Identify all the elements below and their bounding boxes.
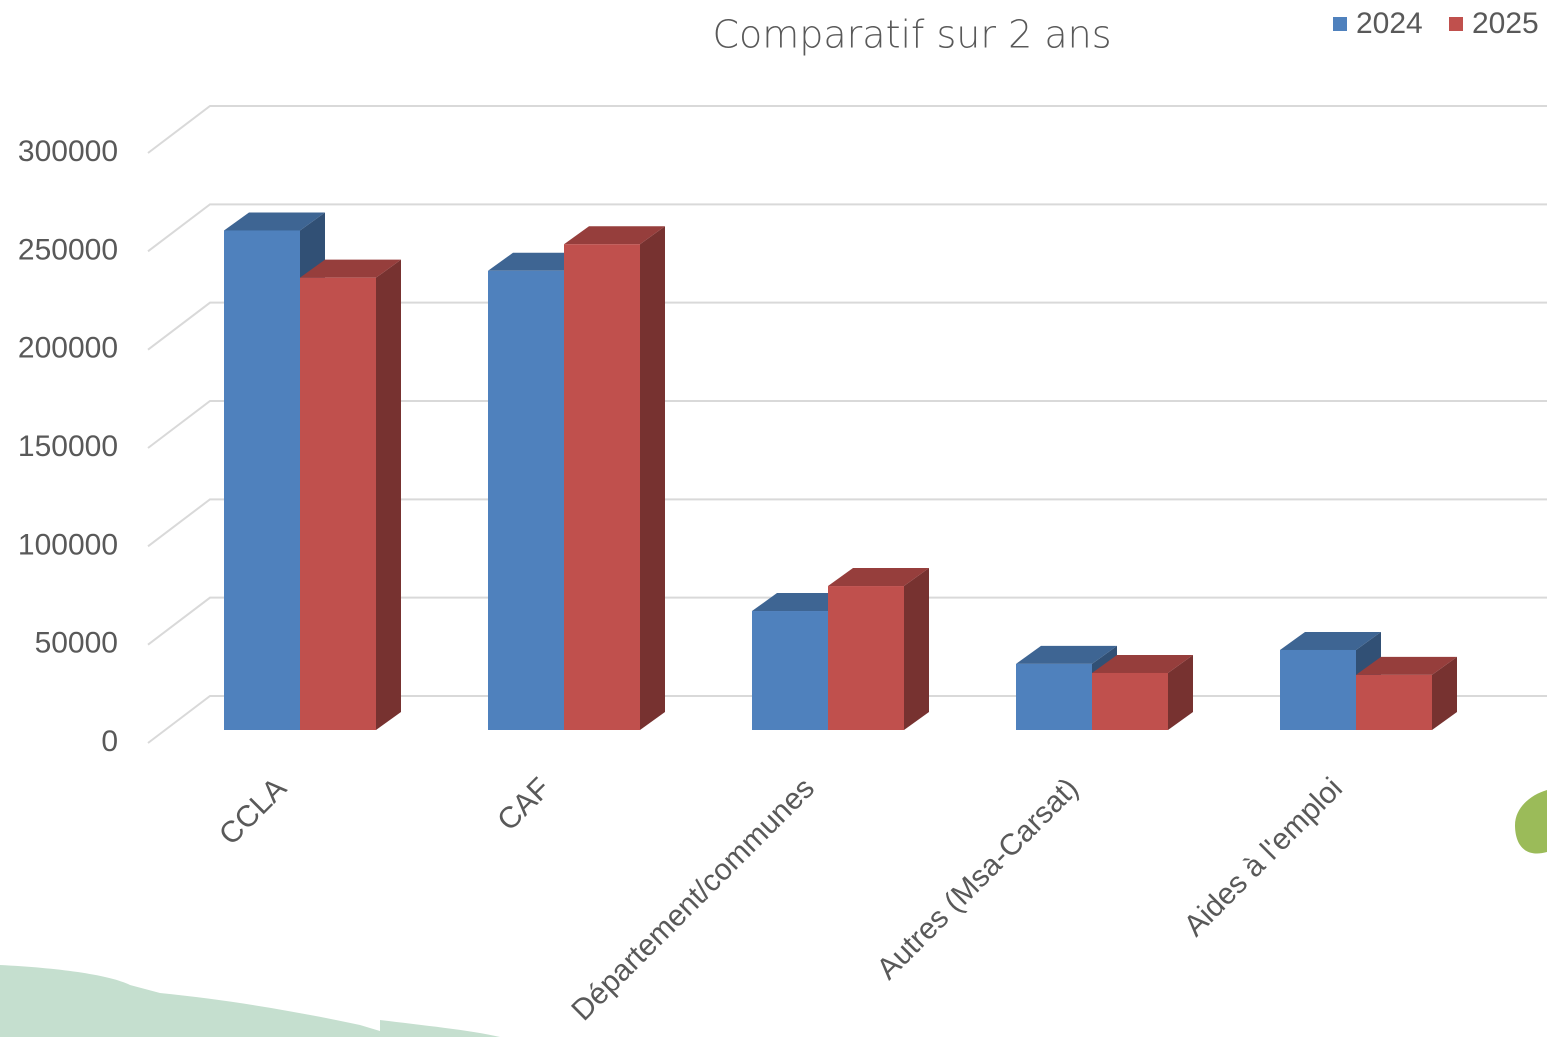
bar-front (564, 244, 640, 730)
bar-front (300, 278, 376, 730)
bar-front (1092, 673, 1168, 730)
bar (300, 260, 401, 730)
bar-front (1280, 650, 1356, 730)
chart: Comparatif sur 2 ans 0 50000 100000 150000 2… (0, 0, 1547, 1037)
x-tick-label: Aides à l'emploi (1178, 772, 1349, 943)
x-tick-label: CCLA (213, 772, 293, 852)
legend-label: 2025 (1472, 7, 1539, 40)
bar-side (904, 568, 929, 730)
x-tick-label: CAF (491, 772, 557, 838)
decor-shape (1515, 790, 1547, 853)
decor-shape (380, 1020, 500, 1037)
legend-swatch (1449, 17, 1463, 31)
bar (564, 226, 665, 730)
y-tick-label: 50000 (35, 627, 118, 660)
bar (1356, 657, 1457, 730)
chart-title: Comparatif sur 2 ans (712, 13, 1111, 57)
page: {"chart_data": {"type": "bar3d", "title"… (0, 0, 1547, 1037)
bar-front (488, 271, 564, 730)
y-tick-label: 100000 (18, 528, 118, 561)
y-tick-label: 200000 (18, 332, 118, 365)
grid-line (148, 204, 1547, 251)
bar (1092, 655, 1193, 730)
bar-front (1356, 675, 1432, 730)
bar (828, 568, 929, 730)
bar-front (752, 611, 828, 730)
y-tick-label: 150000 (18, 430, 118, 463)
x-tick-label: Autres (Msa-Carsat) (871, 772, 1085, 986)
y-tick-label: 300000 (18, 135, 118, 168)
y-tick-label: 250000 (18, 233, 118, 266)
bar-front (224, 230, 300, 730)
bar-front (1016, 664, 1092, 730)
bar-side (640, 226, 665, 730)
bar-front (828, 586, 904, 730)
bar-side (376, 260, 401, 730)
grid-line (148, 106, 1547, 153)
legend-swatch (1333, 17, 1347, 31)
decor-shape (0, 965, 400, 1037)
x-tick-label: Département/communes (565, 772, 821, 1028)
y-tick-label: 0 (101, 725, 118, 758)
legend-label: 2024 (1356, 7, 1423, 40)
